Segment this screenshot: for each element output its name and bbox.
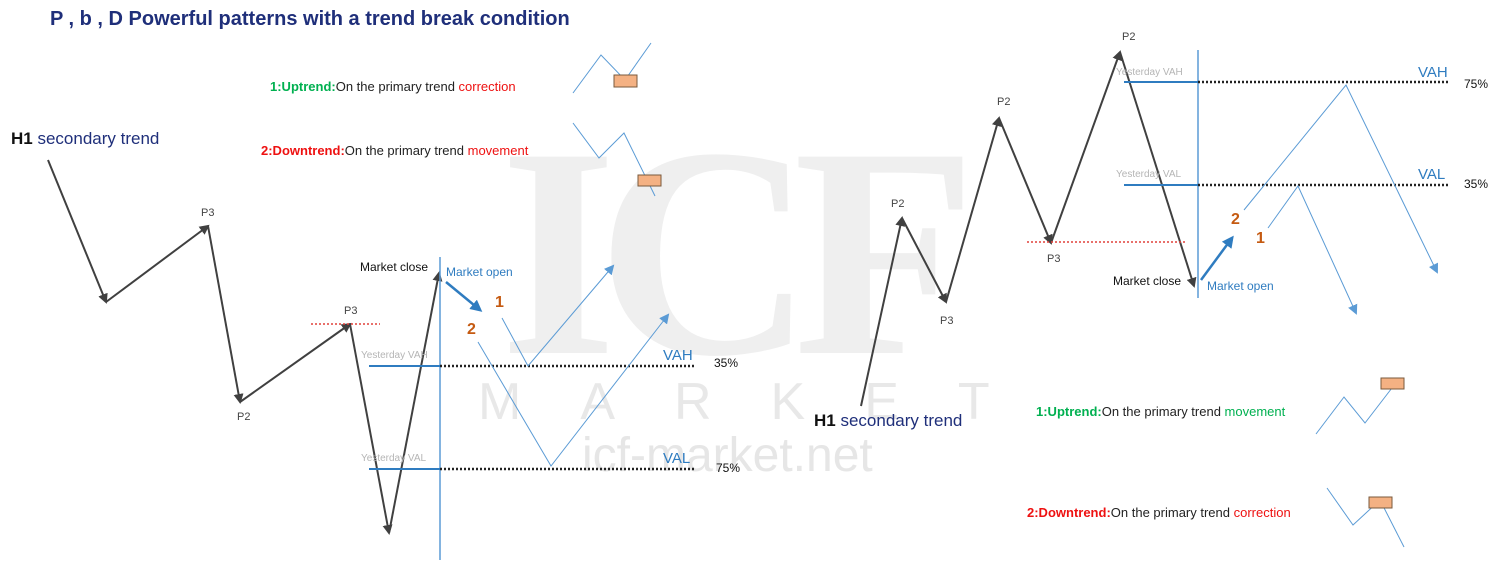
left-open-arrow	[445, 281, 483, 312]
right-point-p2a: P2	[891, 198, 905, 210]
right-uptrend-note: 1:Uptrend:On the primary trend movement	[1036, 404, 1285, 419]
right-uptrend-keyword: movement	[1224, 404, 1286, 419]
right-uptrend-mini-icon	[1315, 377, 1405, 435]
right-scenario-paths	[1243, 84, 1438, 315]
watermark-letters: MARKET	[478, 373, 1049, 431]
right-downtrend-note: 2:Downtrend:On the primary trend correct…	[1027, 505, 1291, 520]
left-market-close: Market close	[360, 260, 429, 274]
page-title: P , b , D Powerful patterns with a trend…	[50, 8, 570, 30]
right-h1-prefix: H1	[814, 411, 836, 430]
right-scenario-2: 2	[1231, 211, 1240, 228]
left-vah-percent: 35%	[714, 356, 739, 370]
right-yesterday-vah: Yesterday VAH	[1116, 67, 1183, 78]
left-scenario-paths	[477, 264, 670, 467]
left-point-p3a: P3	[201, 207, 215, 219]
left-uptrend-lead: 1:Uptrend:	[270, 79, 336, 94]
left-val-percent: 75%	[716, 461, 741, 475]
left-downtrend-mini-icon	[572, 122, 662, 197]
right-point-p2c: P2	[1122, 31, 1136, 43]
watermark-url: icf-market.net	[582, 429, 873, 482]
left-uptrend-keyword: correction	[458, 79, 516, 94]
right-scenario-1: 1	[1256, 230, 1265, 247]
left-downtrend-note: 2:Downtrend:On the primary trend movemen…	[261, 143, 528, 158]
right-market-open: Market open	[1207, 279, 1274, 293]
left-yesterday-vah: Yesterday VAH	[361, 350, 428, 361]
right-downtrend-mini-icon	[1326, 487, 1405, 548]
right-val-percent: 35%	[1464, 177, 1489, 191]
watermark-logo: ICF	[500, 86, 977, 418]
right-vah-label: VAH	[1418, 64, 1448, 81]
left-val-label: VAL	[663, 450, 691, 467]
right-yesterday-val: Yesterday VAL	[1116, 169, 1182, 180]
right-h1-text: secondary trend	[840, 411, 963, 430]
right-uptrend-lead: 1:Uptrend:	[1036, 404, 1102, 419]
left-price-path	[47, 159, 443, 535]
right-h1-label: H1 secondary trend	[814, 411, 962, 431]
right-vah-percent: 75%	[1464, 77, 1489, 91]
right-point-p3b: P3	[1047, 253, 1061, 265]
left-vah-label: VAH	[663, 347, 693, 364]
left-market-open: Market open	[446, 265, 513, 279]
left-downtrend-lead: 2:Downtrend:	[261, 143, 345, 158]
left-yesterday-val: Yesterday VAL	[361, 453, 427, 464]
right-val-label: VAL	[1418, 166, 1446, 183]
right-point-p3a: P3	[940, 315, 954, 327]
left-uptrend-mini-icon	[572, 42, 652, 94]
left-scenario-1: 1	[495, 294, 504, 311]
right-price-path	[860, 50, 1197, 407]
right-market-close: Market close	[1113, 274, 1182, 288]
left-h1-text: secondary trend	[37, 129, 160, 148]
right-open-arrow	[1199, 235, 1234, 281]
right-uptrend-text: On the primary trend	[1101, 404, 1225, 419]
left-h1-label: H1 secondary trend	[11, 129, 159, 149]
left-point-p3b: P3	[344, 305, 358, 317]
left-downtrend-text: On the primary trend	[344, 143, 468, 158]
right-downtrend-keyword: correction	[1233, 505, 1291, 520]
right-point-p2b: P2	[997, 96, 1011, 108]
right-downtrend-text: On the primary trend	[1110, 505, 1234, 520]
left-point-p2: P2	[237, 411, 251, 423]
left-uptrend-note: 1:Uptrend:On the primary trend correctio…	[270, 79, 516, 94]
left-scenario-2: 2	[467, 321, 476, 338]
left-h1-prefix: H1	[11, 129, 33, 148]
left-uptrend-text: On the primary trend	[335, 79, 459, 94]
right-downtrend-lead: 2:Downtrend:	[1027, 505, 1111, 520]
left-downtrend-keyword: movement	[467, 143, 529, 158]
